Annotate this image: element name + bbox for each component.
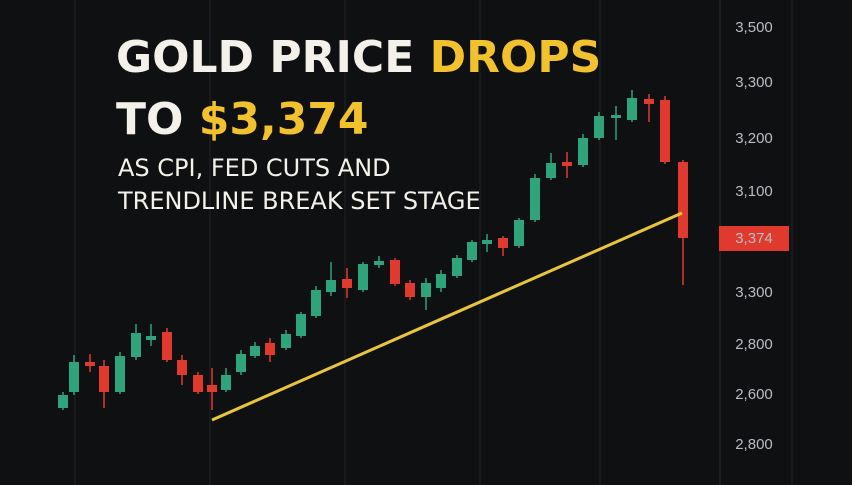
candle-body (207, 385, 217, 392)
candle-body (594, 116, 604, 138)
candle-body (131, 333, 141, 357)
candle-body (69, 362, 79, 392)
candle-body (530, 178, 540, 220)
candle-body (358, 264, 368, 290)
candle-body (390, 260, 400, 284)
candle-body (193, 375, 203, 392)
candle-body (296, 314, 306, 336)
headline-white: TO (116, 94, 183, 145)
candle-body (660, 100, 670, 162)
trendline (211, 211, 683, 422)
axis-label: 3,300 (735, 284, 773, 301)
candle-body (514, 220, 524, 246)
candle-body (467, 242, 477, 260)
price-tag (719, 226, 789, 251)
candle-body (562, 162, 572, 166)
candle-body (250, 346, 260, 356)
subheadline-line2: TRENDLINE BREAK SET STAGE (117, 187, 481, 215)
candle-body (221, 375, 231, 390)
candle-body (452, 258, 462, 276)
candle-body (162, 332, 172, 360)
axis-label: 3,500 (735, 19, 773, 36)
candle-body (482, 240, 492, 244)
price-axis: 3,500 3,300 3,200 3,100 3,374 3,300 2,800 2,600… (735, 19, 773, 453)
price-tag-label: 3,374 (735, 230, 773, 247)
candle-body (421, 283, 431, 297)
candles (58, 90, 688, 410)
candle-body (281, 334, 291, 348)
candle-body (498, 238, 508, 248)
candle-body (342, 279, 352, 288)
candle-body (311, 290, 321, 316)
candle-body (177, 360, 187, 375)
headline-line2: TO $3,374 (116, 94, 369, 145)
headline-white: GOLD PRICE (116, 32, 414, 83)
subheadline-line1: AS CPI, FED CUTS AND (118, 154, 391, 182)
candle-body (546, 163, 556, 178)
candle-body (436, 274, 446, 288)
axis-label: 2,800 (735, 436, 773, 453)
candle-body (85, 362, 95, 366)
axis-label: 2,800 (735, 336, 773, 353)
candle-body (644, 99, 654, 104)
candle-body (326, 280, 336, 292)
headline-accent: $3,374 (199, 94, 369, 145)
candle-body (146, 336, 156, 340)
candle-body (99, 366, 109, 392)
candle-body (627, 98, 637, 120)
candle-body (374, 261, 384, 265)
headline-line1: GOLD PRICE DROPS (116, 32, 601, 83)
axis-label: 3,200 (735, 130, 773, 147)
candle-body (265, 343, 275, 355)
candle-body (58, 395, 68, 408)
candle-body (405, 283, 415, 297)
candle-body (678, 162, 688, 238)
axis-label: 3,100 (735, 183, 773, 200)
candle-body (236, 354, 246, 372)
axis-label: 3,300 (735, 74, 773, 91)
axis-label: 2,600 (735, 386, 773, 403)
headline-accent: DROPS (430, 32, 602, 83)
candle-body (115, 356, 125, 392)
candle-body (578, 138, 588, 165)
candle-body (611, 115, 621, 118)
